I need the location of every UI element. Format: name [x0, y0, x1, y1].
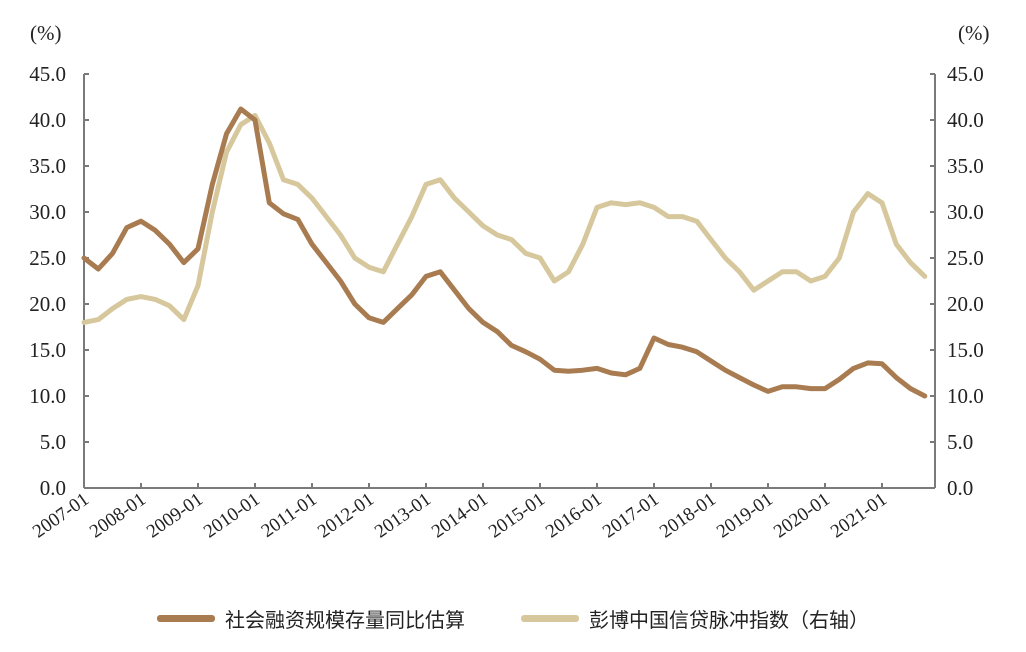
left-axis-tick-label: 20.0	[29, 292, 66, 316]
legend-item-series1: 社会融资规模存量同比估算	[157, 604, 465, 633]
left-axis-unit: (%)	[30, 21, 61, 45]
right-axis-tick-label: 5.0	[947, 430, 973, 454]
legend: 社会融资规模存量同比估算 彭博中国信贷脉冲指数（右轴）	[0, 604, 1026, 633]
x-axis-tick-label: 2013-01	[371, 489, 435, 543]
legend-swatch-series1	[157, 615, 215, 622]
right-axis-tick-label: 25.0	[947, 246, 984, 270]
right-axis-tick-label: 20.0	[947, 292, 984, 316]
series2-line	[81, 112, 928, 325]
x-axis-tick-label: 2021-01	[827, 489, 891, 543]
left-axis-tick-label: 30.0	[29, 200, 66, 224]
right-axis-tick-label: 30.0	[947, 200, 984, 224]
right-axis-tick-label: 35.0	[947, 154, 984, 178]
x-axis-tick-label: 2011-01	[258, 489, 321, 542]
x-axis-tick-label: 2010-01	[200, 489, 264, 543]
legend-label-series1: 社会融资规模存量同比估算	[225, 608, 465, 632]
right-axis-tick-label: 45.0	[947, 62, 984, 86]
left-axis-tick-label: 0.0	[40, 476, 66, 500]
x-axis-tick-label: 2017-01	[599, 489, 663, 543]
right-axis-tick-label: 10.0	[947, 384, 984, 408]
left-axis-tick-label: 5.0	[40, 430, 66, 454]
x-axis-tick-label: 2019-01	[713, 489, 777, 543]
x-axis-tick-label: 2012-01	[314, 489, 378, 543]
left-axis-tick-label: 40.0	[29, 108, 66, 132]
legend-label-series2: 彭博中国信贷脉冲指数（右轴）	[589, 608, 869, 632]
legend-item-series2: 彭博中国信贷脉冲指数（右轴）	[521, 604, 869, 633]
left-axis-tick-label: 45.0	[29, 62, 66, 86]
x-axis-tick-label: 2009-01	[143, 489, 207, 543]
right-axis-tick-label: 0.0	[947, 476, 973, 500]
right-axis-tick-label: 40.0	[947, 108, 984, 132]
data-lines	[81, 106, 928, 399]
x-axis-tick-label: 2018-01	[656, 489, 720, 543]
left-axis-tick-label: 25.0	[29, 246, 66, 270]
x-axis-tick-label: 2016-01	[542, 489, 606, 543]
x-axis-tick-label: 2020-01	[770, 489, 834, 543]
right-axis-unit: (%)	[958, 21, 989, 45]
legend-swatch-series2	[521, 615, 579, 622]
left-axis-tick-label: 10.0	[29, 384, 66, 408]
left-axis-tick-label: 15.0	[29, 338, 66, 362]
series1-line	[81, 106, 928, 399]
x-axis-tick-label: 2008-01	[86, 489, 150, 543]
x-axis-tick-label: 2015-01	[485, 489, 549, 543]
line-chart: 45.0 40.0 35.0 30.0 25.0 20.0 15.0 10.0 5.0 0.0 45…	[29, 21, 990, 542]
right-axis-tick-label: 15.0	[947, 338, 984, 362]
axes: 45.0 40.0 35.0 30.0 25.0 20.0 15.0 10.0 5.0 0.0 45…	[29, 21, 990, 542]
x-axis-tick-label: 2014-01	[428, 489, 492, 543]
left-axis-tick-label: 35.0	[29, 154, 66, 178]
